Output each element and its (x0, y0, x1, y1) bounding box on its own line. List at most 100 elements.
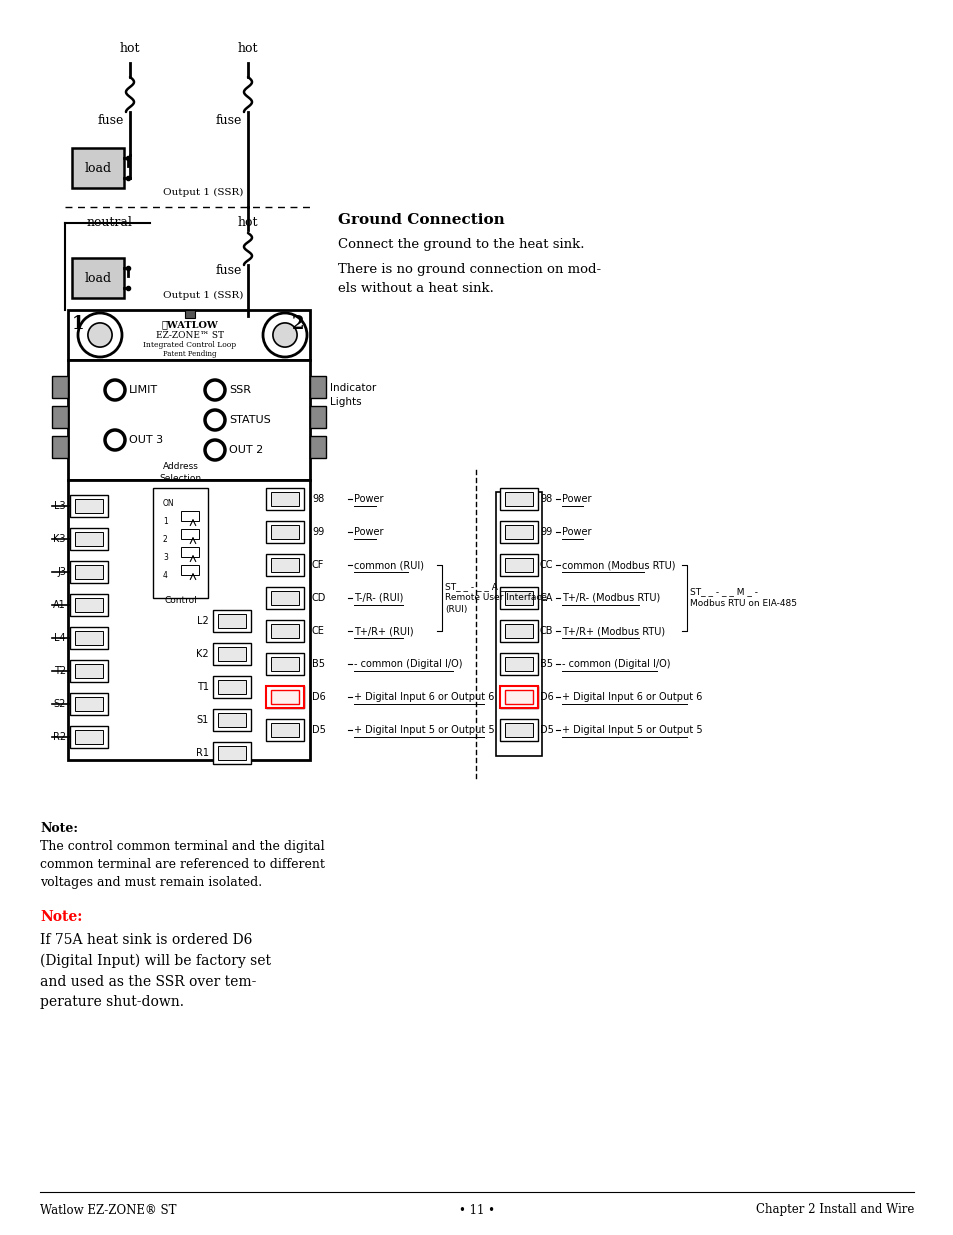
Text: + Digital Input 5 or Output 5: + Digital Input 5 or Output 5 (354, 725, 494, 735)
Text: load: load (85, 162, 112, 174)
Text: 1: 1 (71, 315, 84, 333)
Bar (504, 525, 533, 538)
Bar (213, 643, 251, 664)
Text: Power: Power (561, 527, 591, 537)
Bar (213, 610, 251, 632)
Text: Address
Selection: Address Selection (159, 462, 201, 483)
Text: L3: L3 (54, 501, 66, 511)
Text: hot: hot (237, 42, 258, 56)
Bar (271, 492, 298, 506)
Text: 99: 99 (312, 527, 324, 537)
Text: common (RUI): common (RUI) (354, 559, 423, 571)
Text: LIMIT: LIMIT (129, 385, 158, 395)
Text: - common (Digital I/O): - common (Digital I/O) (561, 659, 670, 669)
Text: D6: D6 (539, 692, 553, 701)
Bar (70, 529, 108, 550)
Circle shape (78, 312, 122, 357)
Text: 4: 4 (163, 571, 168, 579)
Bar (185, 310, 194, 317)
Bar (271, 624, 298, 638)
Text: T+/R- (Modbus RTU): T+/R- (Modbus RTU) (561, 593, 659, 603)
Text: Control: Control (164, 597, 196, 605)
Text: 98: 98 (312, 494, 324, 504)
Bar (70, 561, 108, 583)
Bar (70, 627, 108, 650)
Bar (271, 690, 298, 704)
Bar (181, 564, 199, 576)
Text: Note:: Note: (40, 823, 78, 835)
Bar (504, 690, 533, 704)
Bar (266, 685, 304, 708)
Text: ON: ON (163, 499, 174, 508)
Text: load: load (85, 272, 112, 284)
Text: neutral: neutral (87, 216, 132, 230)
Bar (266, 620, 304, 642)
Bar (152, 488, 208, 598)
Text: 99: 99 (539, 527, 552, 537)
Text: There is no ground connection on mod-
els without a heat sink.: There is no ground connection on mod- el… (337, 263, 600, 295)
Text: • 11 •: • 11 • (458, 1203, 495, 1216)
Text: T2: T2 (53, 666, 66, 676)
Text: T1: T1 (196, 682, 209, 692)
Bar (499, 620, 537, 642)
Bar (504, 624, 533, 638)
Text: R2: R2 (52, 732, 66, 742)
Circle shape (273, 322, 296, 347)
Bar (181, 529, 199, 538)
Text: K2: K2 (196, 650, 209, 659)
Text: + Digital Input 6 or Output 6: + Digital Input 6 or Output 6 (561, 692, 701, 701)
Text: Power: Power (561, 494, 591, 504)
Text: Output 1 (SSR): Output 1 (SSR) (163, 290, 243, 300)
Text: L2: L2 (197, 616, 209, 626)
Text: Integrated Control Loop: Integrated Control Loop (143, 341, 236, 350)
Bar (504, 657, 533, 671)
Text: D5: D5 (539, 725, 554, 735)
Bar (266, 555, 304, 576)
Bar (218, 746, 246, 760)
Text: Watlow EZ-ZONE® ST: Watlow EZ-ZONE® ST (40, 1203, 176, 1216)
Text: If 75A heat sink is ordered D6
(Digital Input) will be factory set
and used as t: If 75A heat sink is ordered D6 (Digital … (40, 932, 271, 1009)
Text: T-/R- (RUI): T-/R- (RUI) (354, 593, 403, 603)
Bar (271, 558, 298, 572)
Bar (266, 653, 304, 676)
Bar (271, 722, 298, 737)
Text: + Digital Input 5 or Output 5: + Digital Input 5 or Output 5 (561, 725, 702, 735)
Text: Note:: Note: (40, 910, 82, 924)
Text: CD: CD (312, 593, 326, 603)
Text: hot: hot (237, 216, 258, 230)
Text: 3: 3 (163, 552, 168, 562)
Bar (52, 436, 68, 458)
Text: B5: B5 (539, 659, 553, 669)
Bar (75, 532, 103, 546)
Text: OUT 3: OUT 3 (129, 435, 163, 445)
Bar (75, 598, 103, 613)
Text: T+/R+ (Modbus RTU): T+/R+ (Modbus RTU) (561, 626, 664, 636)
Bar (218, 713, 246, 727)
Bar (310, 436, 326, 458)
Text: CA: CA (539, 593, 553, 603)
Circle shape (205, 380, 225, 400)
Text: Patent Pending: Patent Pending (163, 350, 216, 358)
Bar (266, 521, 304, 543)
Text: fuse: fuse (215, 263, 242, 277)
Bar (68, 480, 310, 760)
Bar (68, 310, 310, 359)
Bar (499, 587, 537, 609)
Text: R1: R1 (195, 748, 209, 758)
Bar (504, 558, 533, 572)
Bar (504, 690, 533, 704)
Bar (504, 492, 533, 506)
Bar (499, 555, 537, 576)
Bar (499, 521, 537, 543)
Circle shape (205, 410, 225, 430)
Text: STATUS: STATUS (229, 415, 271, 425)
Text: 1: 1 (163, 516, 168, 526)
Text: T+/R+ (RUI): T+/R+ (RUI) (354, 626, 414, 636)
Circle shape (263, 312, 307, 357)
Text: L4: L4 (54, 634, 66, 643)
Circle shape (205, 440, 225, 459)
Bar (271, 690, 298, 704)
Text: Connect the ground to the heat sink.: Connect the ground to the heat sink. (337, 238, 584, 251)
Text: OUT 2: OUT 2 (229, 445, 263, 454)
Circle shape (105, 380, 125, 400)
